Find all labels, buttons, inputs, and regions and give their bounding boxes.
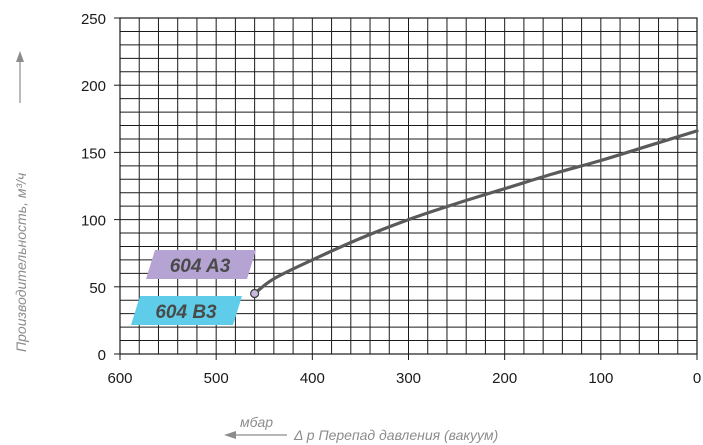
- x-tick-label: 400: [300, 370, 325, 387]
- x-tick-label: 600: [107, 370, 132, 387]
- y-tick-label: 250: [81, 11, 106, 28]
- series: [253, 129, 699, 296]
- y-axis-arrow-head: [16, 51, 24, 62]
- model-badge-a3-background: [146, 250, 256, 279]
- x-tick-label: 300: [396, 370, 421, 387]
- model-badge-b3-background: [131, 296, 242, 325]
- x-axis-arrow-head: [224, 431, 236, 439]
- y-tick-labels: 0 50 100 150 200 250: [81, 11, 120, 364]
- x-axis-title-group: мбар Δ p Перепад давления (вакуум): [224, 414, 498, 443]
- x-axis-title: Δ p Перепад давления (вакуум): [293, 427, 498, 443]
- y-tick-label: 50: [89, 280, 106, 297]
- model-badge-b3: 604 B3: [131, 296, 242, 325]
- y-axis-title: Производительность, м³/ч: [13, 173, 29, 352]
- y-tick-label: 0: [98, 347, 106, 364]
- y-tick-label: 100: [81, 213, 106, 230]
- model-badge-a3: 604 A3: [146, 250, 256, 279]
- x-tick-label: 100: [588, 370, 613, 387]
- x-tick-label: 200: [492, 370, 517, 387]
- curve-start-marker: [250, 288, 260, 299]
- grid: [120, 18, 697, 354]
- x-tick-label: 500: [204, 370, 229, 387]
- performance-curve: [253, 129, 699, 296]
- start-marker-layer: [250, 288, 260, 299]
- x-tick-labels: 600 500 400 300 200 100 0: [107, 354, 701, 387]
- model-badge-a3-label: 604 A3: [170, 256, 231, 277]
- model-badge-b3-label: 604 B3: [155, 302, 217, 323]
- y-tick-label: 200: [81, 78, 106, 95]
- x-axis-unit: мбар: [240, 414, 273, 430]
- x-tick-label: 0: [693, 370, 701, 387]
- y-tick-label: 150: [81, 145, 106, 162]
- y-axis-title-group: Производительность, м³/ч: [13, 51, 29, 352]
